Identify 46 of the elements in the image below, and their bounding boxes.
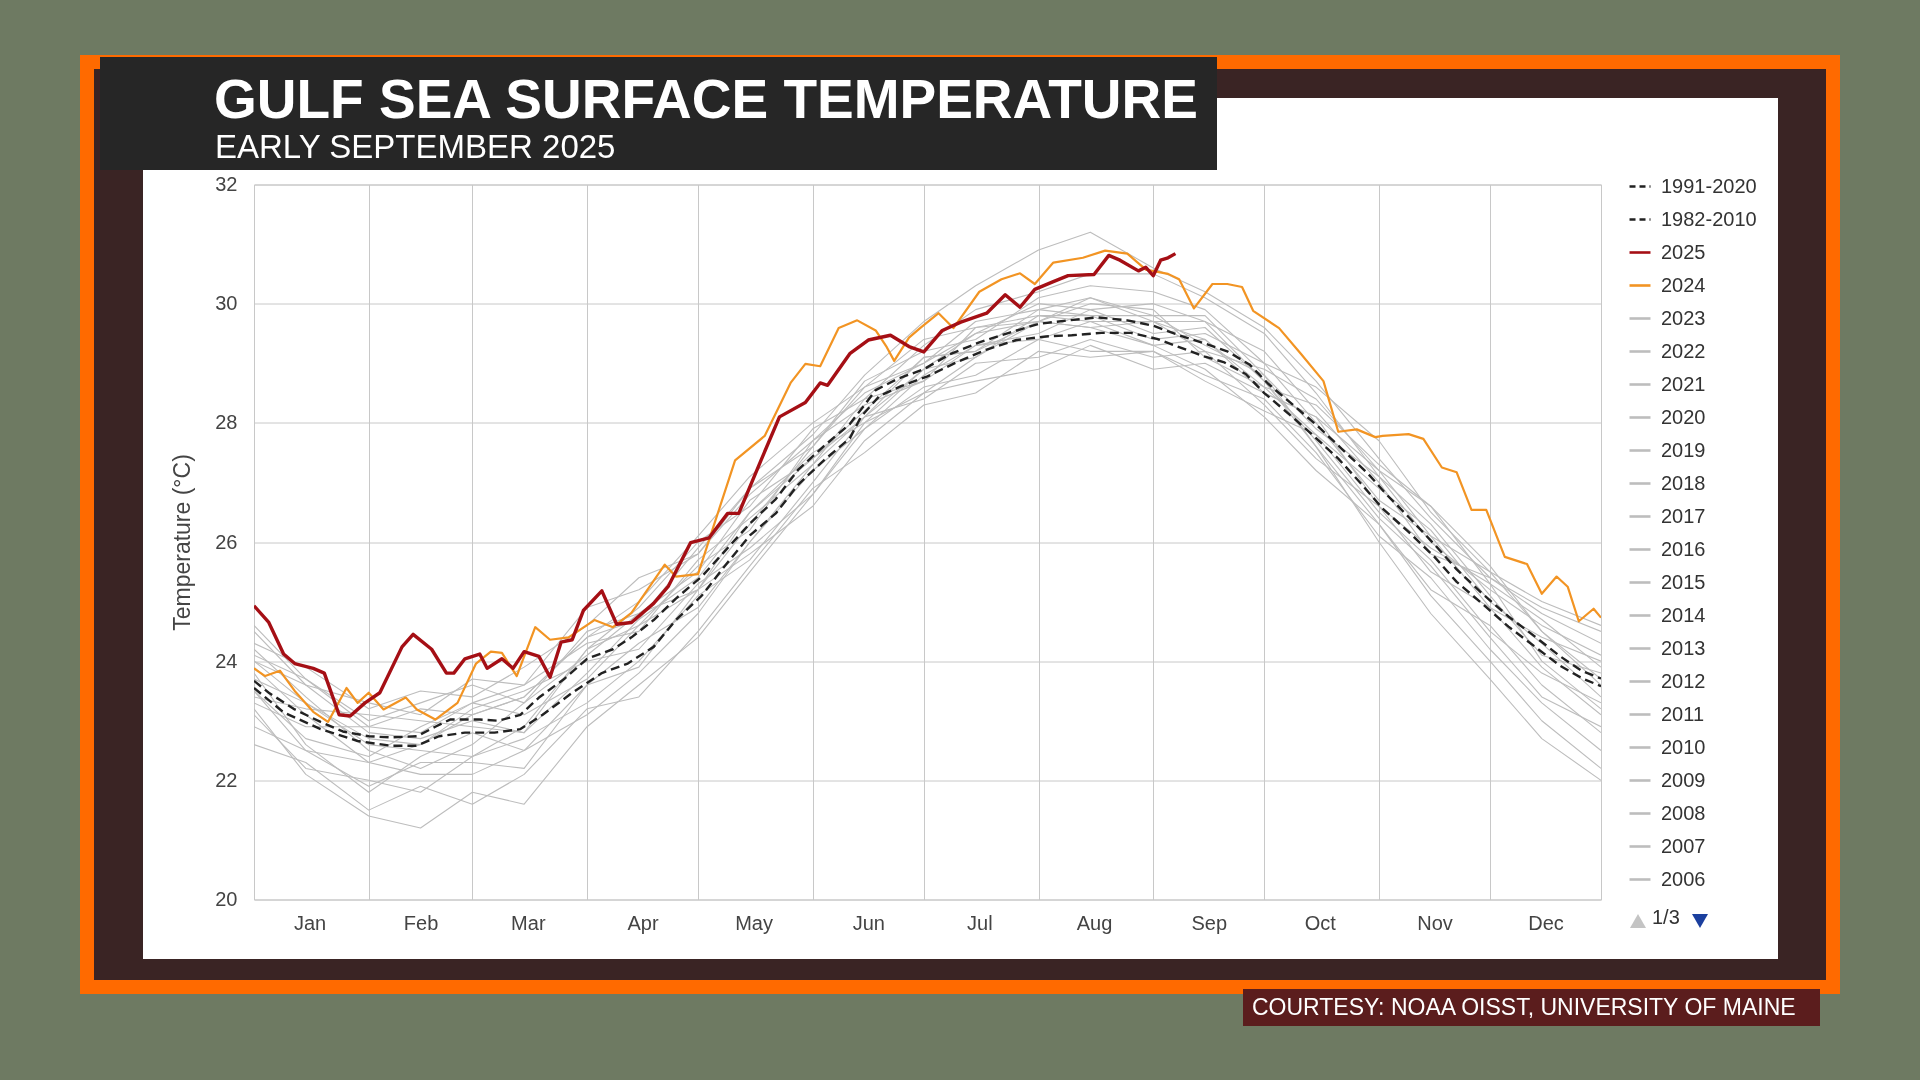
x-tick-label: Dec	[1528, 912, 1564, 934]
x-tick-label: Feb	[403, 912, 439, 934]
y-tick-label: 30	[215, 292, 238, 315]
x-tick-label: Nov	[1417, 912, 1453, 934]
x-tick-label: Jan	[293, 912, 327, 934]
text: COURTESY: NOAA OISST, UNIVERSITY OF MAINE	[1252, 994, 1796, 1020]
legend-label: 2016	[1661, 537, 1706, 560]
legend-label: 2010	[1661, 735, 1706, 758]
legend-label: 2020	[1661, 405, 1706, 428]
y-tick-label: 28	[215, 411, 238, 434]
y-tick-label: 24	[215, 649, 238, 672]
legend-label: 2006	[1661, 867, 1706, 890]
legend-label: 2022	[1661, 339, 1706, 362]
legend-label: 2018	[1661, 471, 1706, 494]
legend-label: 2025	[1661, 240, 1706, 263]
legend-label: 2009	[1661, 768, 1706, 791]
legend-label: 2015	[1661, 570, 1706, 593]
x-tick-label: May	[735, 912, 773, 934]
legend-label: 2011	[1661, 702, 1705, 725]
chart-title: GULF SEA SURFACE TEMPERATURE	[214, 68, 1198, 130]
y-tick-label: 20	[215, 888, 238, 910]
x-tick-label: Jul	[967, 912, 993, 934]
x-tick-label: Apr	[627, 912, 659, 934]
y-tick-label: 32	[215, 173, 238, 195]
legend-label: 1991-2020	[1661, 174, 1757, 197]
legend-label: 2014	[1661, 603, 1706, 626]
text: 1/3	[1652, 906, 1680, 928]
chart-subtitle: EARLY SEPTEMBER 2025	[215, 128, 616, 165]
legend-label: 2023	[1661, 306, 1706, 329]
legend-label: 2012	[1661, 669, 1706, 692]
legend-label: 2019	[1661, 438, 1706, 461]
legend-label: 1982-2010	[1661, 207, 1757, 230]
legend-label: 2017	[1661, 504, 1706, 527]
legend-label: 2013	[1661, 636, 1706, 659]
x-tick-label: Jun	[852, 912, 885, 934]
x-tick-label: Aug	[1076, 912, 1113, 934]
y-tick-label: 22	[215, 768, 238, 791]
y-tick-label: 26	[215, 530, 238, 553]
x-tick-label: Oct	[1304, 912, 1337, 934]
x-tick-label: Sep	[1191, 912, 1228, 934]
y-axis-title: Temperature (°C)	[169, 454, 196, 631]
legend-label: 2021	[1661, 372, 1706, 395]
legend-label: 2008	[1661, 801, 1706, 824]
x-tick-label: Mar	[511, 912, 546, 934]
legend-label: 2024	[1661, 273, 1706, 296]
legend-label: 2007	[1661, 834, 1706, 857]
